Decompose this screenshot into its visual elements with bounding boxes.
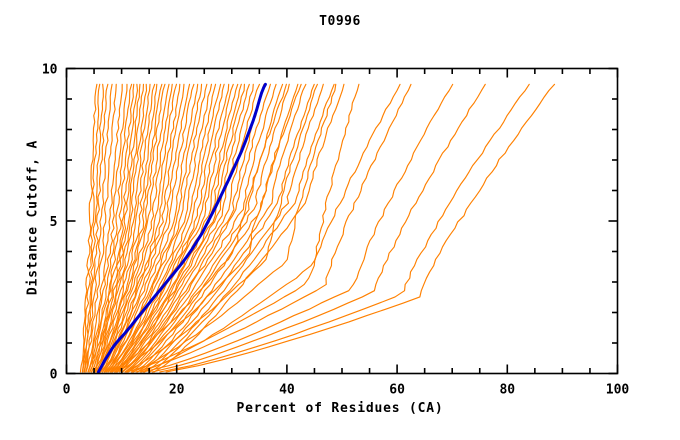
y-tick-label: 5: [50, 215, 58, 230]
x-axis-title: Percent of Residues (CA): [236, 401, 444, 416]
prediction-curve: [118, 83, 254, 373]
prediction-curve: [93, 83, 151, 373]
prediction-curve: [112, 83, 234, 373]
prediction-curve: [94, 83, 158, 373]
prediction-curve: [101, 83, 191, 373]
prediction-curve: [159, 83, 530, 373]
prediction-curve: [105, 83, 208, 373]
prediction-curve: [131, 83, 337, 373]
prediction-curve: [94, 83, 156, 373]
x-tick-label: 100: [606, 383, 630, 398]
prediction-curve: [101, 83, 185, 373]
x-tick-label: 60: [389, 383, 405, 398]
prediction-curve: [116, 83, 245, 373]
chart-title: T0996: [319, 14, 361, 29]
prediction-curve: [98, 83, 170, 373]
prediction-curve: [107, 83, 213, 373]
prediction-curve: [132, 83, 299, 373]
prediction-curve: [90, 83, 145, 373]
prediction-curve: [83, 83, 113, 373]
prediction-curve: [124, 83, 318, 373]
highlight-curve: [96, 82, 267, 374]
prediction-curve: [92, 83, 148, 373]
prediction-curve: [89, 83, 135, 373]
prediction-curve: [151, 83, 486, 373]
prediction-curve: [82, 83, 104, 373]
prediction-curve: [81, 83, 101, 373]
x-tick-label: 20: [169, 383, 185, 398]
x-tick-label: 40: [279, 383, 295, 398]
prediction-curve: [121, 83, 261, 373]
x-tick-label: 80: [499, 383, 515, 398]
prediction-curve: [79, 83, 98, 373]
prediction-curve: [135, 83, 412, 373]
y-axis-title: Distance Cutoff, A: [25, 139, 41, 296]
highlight-curve-layer: [96, 82, 267, 374]
data-curves-layer: [79, 83, 556, 373]
prediction-curve: [87, 83, 128, 373]
prediction-curve: [109, 83, 225, 373]
prediction-curve: [110, 83, 287, 373]
prediction-curve: [141, 83, 360, 373]
axes-layer: [65, 67, 619, 375]
prediction-curve: [143, 83, 324, 373]
x-tick-label: 0: [63, 383, 71, 398]
prediction-curve: [139, 83, 315, 373]
prediction-curve: [100, 83, 181, 373]
prediction-curve: [115, 83, 302, 373]
prediction-curve: [142, 83, 454, 373]
prediction-curve: [153, 83, 345, 373]
prediction-curve: [83, 83, 109, 373]
prediction-curve: [89, 83, 139, 373]
prediction-curve: [87, 83, 133, 373]
tick-labels-layer: 0 20 40 60 80 100 0 5 10: [42, 63, 630, 398]
prediction-curve: [96, 83, 163, 373]
prediction-curve: [109, 83, 222, 373]
prediction-curve: [165, 83, 556, 373]
prediction-curve: [99, 83, 178, 373]
prediction-curve: [90, 83, 141, 373]
prediction-curve: [130, 83, 290, 373]
prediction-curve: [107, 83, 217, 373]
prediction-curve: [127, 83, 284, 373]
prediction-curve: [137, 83, 307, 373]
prediction-curve: [116, 83, 250, 373]
prediction-curve: [85, 83, 123, 373]
prediction-curve: [85, 83, 117, 373]
prediction-curve: [124, 83, 271, 373]
prediction-curve: [98, 83, 173, 373]
prediction-curve: [149, 83, 335, 373]
y-tick-label: 0: [50, 368, 58, 383]
prediction-curve: [111, 83, 230, 373]
prediction-curve: [103, 83, 195, 373]
prediction-curve: [114, 83, 239, 373]
y-tick-label: 10: [42, 63, 58, 78]
prediction-curve: [96, 83, 166, 373]
prediction-curve: [126, 83, 401, 373]
